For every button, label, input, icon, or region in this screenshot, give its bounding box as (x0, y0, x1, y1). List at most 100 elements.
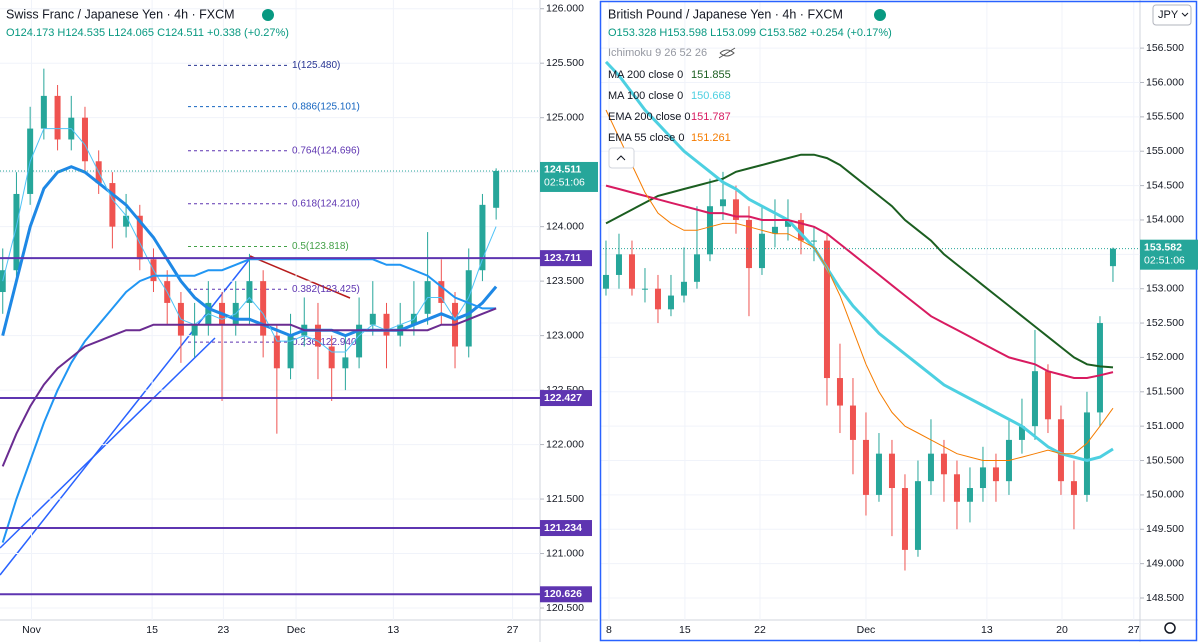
y-tick-label: 151.000 (1146, 420, 1184, 432)
y-tick-label: 154.500 (1146, 179, 1184, 191)
candle-body (314, 324, 321, 347)
level-tag-label: 120.626 (544, 588, 582, 600)
candle-body (992, 467, 999, 482)
legend-name: EMA 55 close 0 (608, 132, 684, 144)
active-pane-border (599, 0, 1198, 642)
candle-body (136, 215, 143, 260)
candle-body (680, 281, 687, 296)
candle-body (732, 199, 739, 220)
price-tag (1140, 239, 1198, 270)
fib-label: 0.886(125.101) (292, 101, 360, 112)
legend-value: 151.855 (691, 69, 731, 81)
currency-label: JPY (1158, 9, 1179, 21)
candle-body (342, 357, 349, 369)
moving-average (1, 307, 497, 467)
hide-icon[interactable] (718, 47, 736, 59)
overlay: Swiss Franc / Japanese Yen · 4h · FXCM O… (6, 0, 1198, 642)
legend-name: MA 200 close 0 (608, 69, 683, 81)
candle-body (369, 313, 376, 325)
price-tag-label: 124.511 (544, 164, 582, 176)
settings-icon[interactable] (1164, 622, 1176, 634)
candle-body (979, 467, 986, 489)
ohlc-text: O153.328 H153.598 L153.099 C153.582 +0.2… (608, 27, 892, 39)
candle-body (771, 226, 778, 234)
legend-value: 150.668 (691, 90, 731, 102)
fib-label: 0.618(124.210) (292, 198, 360, 209)
x-tick-label: 8 (606, 624, 612, 636)
y-tick-label: 152.000 (1146, 351, 1184, 363)
candle-body (875, 453, 882, 495)
fib-label: 1(125.480) (292, 60, 340, 71)
candle-body (13, 193, 20, 271)
moving-average (604, 60, 1114, 463)
y-tick-label: 149.500 (1146, 523, 1184, 535)
y-tick-label: 125.000 (546, 111, 584, 123)
y-tick-label: 122.000 (546, 438, 584, 450)
candle-body (479, 204, 486, 271)
y-tick-label: 121.500 (546, 493, 584, 505)
ohlc-text: O124.173 H124.535 L124.065 C124.511 +0.3… (6, 27, 289, 39)
y-tick-label: 152.500 (1146, 317, 1184, 329)
candle-body (1057, 419, 1064, 482)
candle-body (493, 170, 500, 208)
legend-name: MA 100 close 0 (608, 90, 683, 102)
moving-average (1, 258, 497, 543)
trend-line (0, 337, 216, 549)
x-tick-label: 27 (1128, 624, 1140, 636)
candle-body (1109, 248, 1116, 267)
x-tick-label: 13 (981, 624, 993, 636)
y-tick-label: 125.500 (546, 57, 584, 69)
candle-body (758, 233, 765, 269)
candle-body (745, 219, 752, 269)
x-tick-label: Dec (287, 624, 306, 636)
price-tag (540, 161, 598, 192)
candle-body (438, 281, 445, 303)
y-tick-label: 149.000 (1146, 557, 1184, 569)
indicator-label: Ichimoku 9 26 52 26 (608, 47, 707, 59)
candle-body (273, 335, 280, 369)
y-tick-label: 121.000 (546, 547, 584, 559)
currency-box[interactable] (1152, 4, 1192, 26)
candle-body (1070, 481, 1077, 495)
level-tag (540, 586, 592, 603)
x-tick-label: 13 (388, 624, 400, 636)
candle-body (383, 313, 390, 336)
moving-average (605, 153, 1114, 369)
x-tick-label: Dec (857, 624, 876, 636)
legend-value: 151.261 (691, 132, 731, 144)
candle-body (465, 270, 472, 347)
level-tag (540, 390, 592, 407)
grid (601, 2, 1140, 620)
level-tag-label: 121.234 (544, 522, 582, 534)
x-tick-label: 15 (146, 624, 158, 636)
candle-body (940, 453, 947, 475)
candle-body (641, 288, 648, 290)
legend-value: 151.787 (691, 111, 731, 123)
candle-body (836, 378, 843, 406)
plot-area: 1(125.480) 0.886(125.101) 0.764(124.696) 0.… (0, 0, 540, 620)
y-tick-label: 123.000 (546, 329, 584, 341)
candle-body (123, 215, 130, 227)
candle-body (953, 474, 960, 502)
x-tick-label: 27 (507, 624, 519, 636)
moving-average (2, 128, 497, 353)
candle-body (1044, 371, 1051, 420)
candle-body (287, 335, 294, 369)
y-tick-label: 153.000 (1146, 282, 1184, 294)
y-tick-label: 154.000 (1146, 214, 1184, 226)
candle-body (260, 281, 267, 336)
candle-body (191, 324, 198, 336)
candle-body (246, 281, 253, 303)
y-tick-label: 150.000 (1146, 489, 1184, 501)
fib-label: 0.764(124.696) (292, 145, 360, 156)
candle-body (356, 324, 363, 358)
y-tick-label: 150.500 (1146, 454, 1184, 466)
candle-body (810, 240, 817, 242)
fib-label: 0.5(123.818) (292, 241, 349, 252)
status-icon (262, 9, 274, 21)
trend-line (249, 255, 351, 299)
candle-body (797, 219, 804, 241)
collapse-button[interactable] (608, 147, 635, 169)
fib-label: 0.382(123.425) (292, 284, 360, 295)
